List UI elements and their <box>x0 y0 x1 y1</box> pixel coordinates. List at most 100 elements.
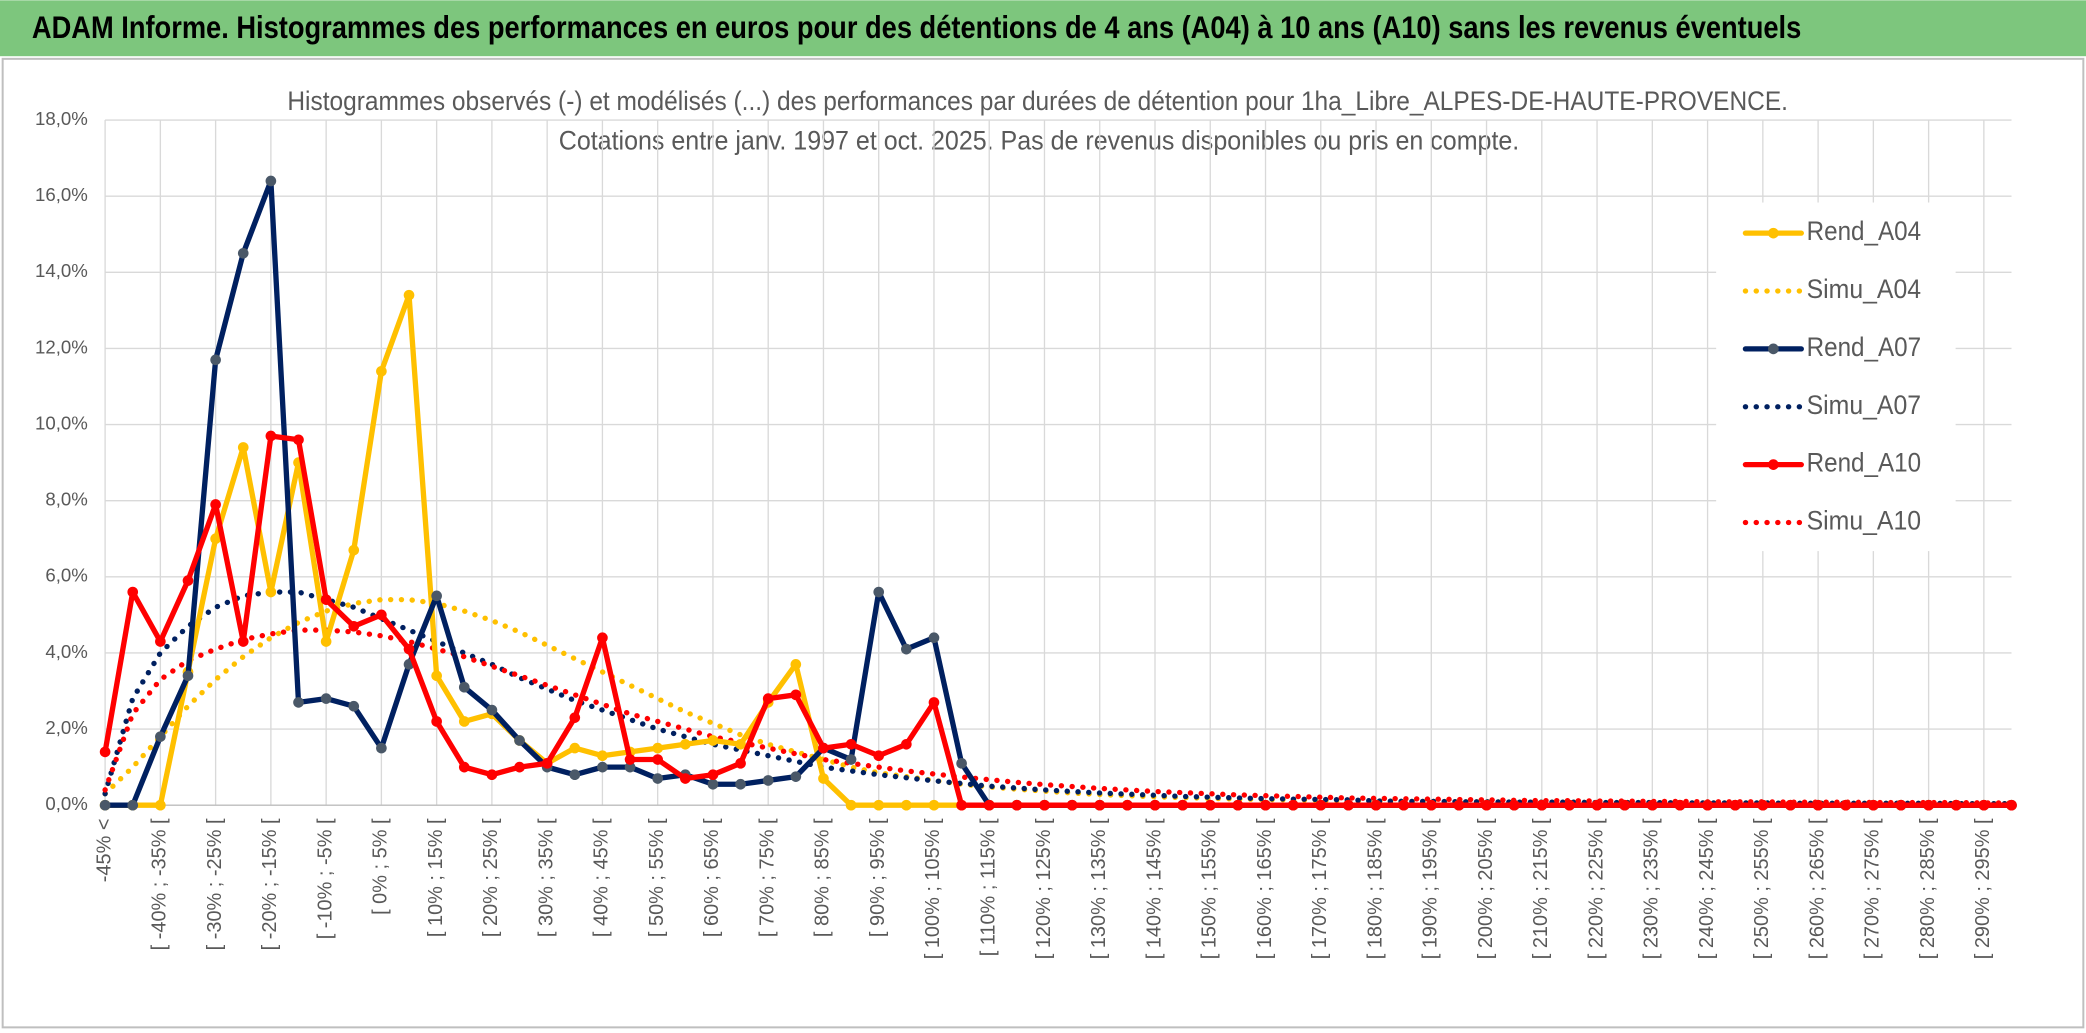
series-marker <box>624 754 636 765</box>
chart-title: Histogrammes observés (-) et modélisés (… <box>287 86 1788 116</box>
series-marker <box>1011 799 1023 811</box>
series-marker <box>458 716 470 727</box>
series-marker <box>818 742 829 754</box>
x-tick-label: [ 220% ; 225% [ <box>1585 818 1607 959</box>
x-tick-label: [ 270% ; 275% [ <box>1862 818 1884 959</box>
series-marker <box>403 289 415 301</box>
series-marker <box>1039 799 1050 811</box>
legend-label: Rend_A04 <box>1807 216 1922 246</box>
series-marker <box>293 697 304 708</box>
chart-frame <box>1 57 2085 1029</box>
series-marker <box>1094 799 1106 811</box>
series-marker <box>845 738 857 750</box>
series-marker <box>956 799 967 811</box>
series-marker <box>707 769 719 781</box>
legend-label: Simu_A10 <box>1807 506 1921 536</box>
series-marker <box>320 594 332 605</box>
x-tick-label: [ 10% ; 15% [ <box>425 818 447 937</box>
series-marker <box>1674 799 1686 811</box>
x-tick-label: [ 90% ; 95% [ <box>867 818 889 937</box>
x-tick-label: [ 210% ; 215% [ <box>1530 818 1552 959</box>
series-marker <box>486 704 498 716</box>
series-marker <box>1564 799 1575 811</box>
series-marker <box>1122 799 1133 811</box>
series-marker <box>1702 799 1713 811</box>
x-tick-label: [ 80% ; 85% [ <box>812 818 834 937</box>
series-marker <box>1232 799 1244 811</box>
x-tick-label: [ -10% ; -5% [ <box>314 818 336 939</box>
x-tick-label: [ 170% ; 175% [ <box>1309 818 1331 959</box>
series-marker <box>348 700 360 712</box>
series-marker <box>458 681 470 693</box>
legend-label: Rend_A07 <box>1807 332 1921 362</box>
x-tick-label: [ 70% ; 75% [ <box>756 818 778 937</box>
x-tick-label: [ 180% ; 185% [ <box>1364 818 1386 959</box>
series-marker <box>237 636 249 647</box>
series-marker <box>818 773 829 784</box>
series-marker <box>1204 799 1216 811</box>
series-marker <box>155 731 166 742</box>
x-tick-label: [ 190% ; 195% [ <box>1420 818 1442 959</box>
series-marker <box>293 434 304 446</box>
legend-label: Rend_A10 <box>1807 448 1921 478</box>
x-tick-label: [ 110% ; 115% [ <box>977 818 999 956</box>
series-marker <box>1729 799 1741 811</box>
series-marker <box>845 799 857 811</box>
series-marker <box>1757 799 1769 811</box>
series-marker <box>1315 799 1327 811</box>
series-marker <box>541 757 553 769</box>
series-marker <box>376 609 387 621</box>
series-marker <box>265 430 277 442</box>
x-tick-label: -45% < <box>93 818 115 882</box>
series-marker <box>790 689 802 701</box>
series-marker <box>320 636 332 647</box>
series-marker <box>237 247 249 259</box>
series-marker <box>928 697 940 708</box>
series-marker <box>679 738 691 750</box>
series-marker <box>348 544 360 556</box>
x-tick-label: [ 200% ; 205% [ <box>1475 818 1497 959</box>
series-marker <box>901 799 912 811</box>
x-tick-label: [ 30% ; 35% [ <box>535 818 557 937</box>
series-marker <box>1370 799 1382 811</box>
series-marker <box>1923 799 1934 811</box>
series-marker <box>1066 799 1078 811</box>
series-marker <box>597 761 608 773</box>
series-marker <box>928 799 940 811</box>
series-marker <box>403 643 415 655</box>
y-tick-label: 14,0% <box>35 260 88 281</box>
series-marker <box>1453 799 1465 811</box>
series-marker <box>376 365 387 377</box>
series-marker <box>597 750 608 762</box>
series-marker <box>155 799 166 811</box>
series-marker <box>762 693 774 704</box>
x-tick-label: [ 280% ; 285% [ <box>1917 818 1939 959</box>
series-marker <box>514 761 525 773</box>
series-marker <box>1840 799 1852 811</box>
series-marker <box>1619 799 1631 811</box>
series-marker <box>762 775 774 786</box>
series-marker <box>1950 799 1962 811</box>
series-marker <box>569 769 581 781</box>
series-marker <box>790 771 802 782</box>
y-tick-label: 12,0% <box>35 336 88 357</box>
series-marker <box>845 754 857 765</box>
x-tick-label: [ 130% ; 135% [ <box>1088 818 1110 959</box>
header-bar <box>0 0 2086 57</box>
series-marker <box>928 632 940 644</box>
series-marker <box>1343 799 1354 811</box>
series-marker <box>652 773 663 784</box>
y-tick-label: 4,0% <box>45 641 87 662</box>
series-line <box>102 433 2015 808</box>
series-marker <box>348 620 360 632</box>
series-marker <box>320 693 332 704</box>
x-tick-label: [ 50% ; 55% [ <box>646 818 668 937</box>
series-marker <box>901 643 912 655</box>
x-tick-label: [ 140% ; 145% [ <box>1143 818 1165 959</box>
x-tick-label: [ -40% ; -35% [ <box>149 818 171 950</box>
series-marker <box>1591 799 1603 811</box>
series-marker <box>2006 799 2017 811</box>
series-marker <box>431 590 442 602</box>
series-marker <box>983 799 995 811</box>
y-tick-label: 18,0% <box>35 108 88 129</box>
